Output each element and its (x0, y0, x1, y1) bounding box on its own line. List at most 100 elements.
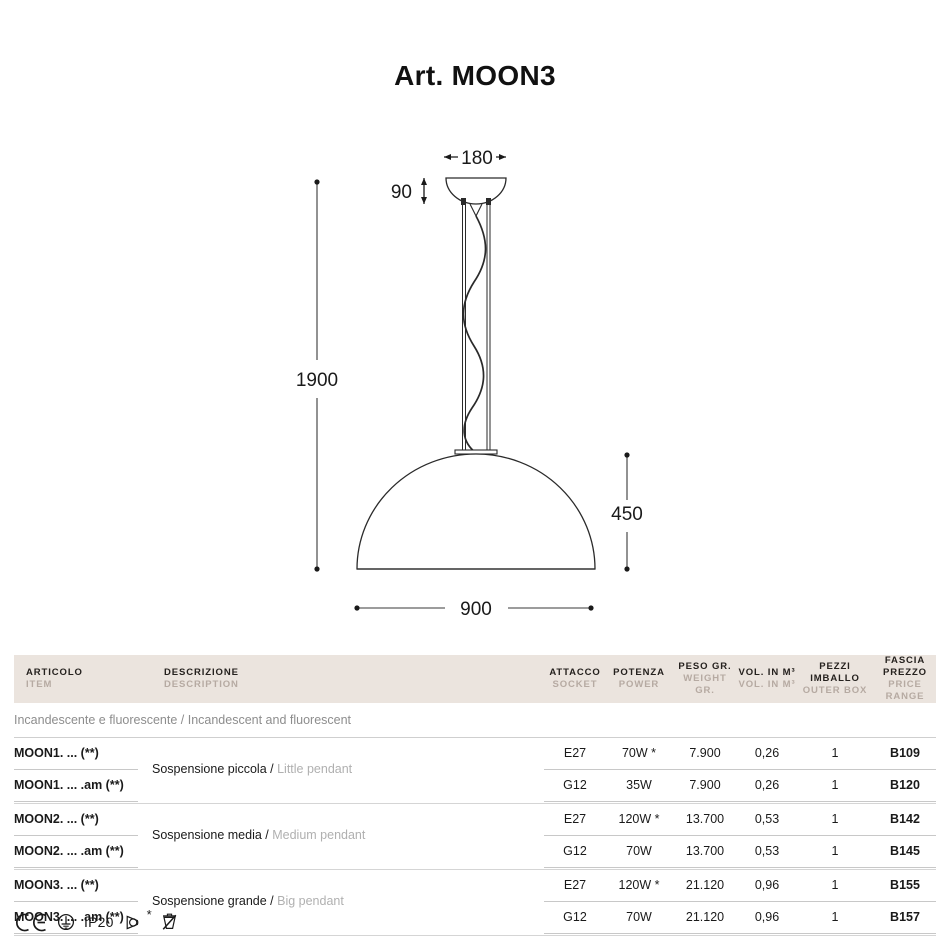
cell-article: MOON3. ... (**) (14, 869, 138, 902)
header-prezzo-en: PRICE RANGE (885, 678, 925, 702)
description-en: Little pendant (277, 762, 353, 777)
table-header-row: ARTICOLO ITEM DESCRIZIONE DESCRIPTION AT… (14, 655, 936, 703)
cell-power: 70W (606, 901, 672, 934)
header-articolo: ARTICOLO ITEM (14, 655, 138, 703)
earth-ground-icon (57, 913, 75, 932)
header-prezzo-it: FASCIA PREZZO (883, 655, 927, 678)
cell-weight: 21.120 (672, 869, 738, 902)
cell-gap (138, 737, 152, 769)
cell-volume: 0,53 (738, 803, 796, 836)
cell-price-range: B109 (874, 737, 936, 770)
cell-description: Sospensione media / Medium pendant (152, 803, 544, 867)
cell-description: Sospensione piccola / Little pendant (152, 737, 544, 801)
suspension-cables (462, 204, 491, 454)
section-label: Incandescente e fluorescente / Incandesc… (14, 702, 936, 738)
cell-article: MOON1. ... (**) (14, 737, 138, 770)
cell-power: 35W (606, 769, 672, 802)
cell-weight: 7.900 (672, 769, 738, 802)
dimension-label-90: 90 (391, 182, 412, 203)
header-descrizione-en: DESCRIPTION (164, 678, 239, 690)
group-divider (14, 867, 936, 870)
header-volume-it: VOL. IN M³ (738, 666, 796, 678)
cell-power: 70W * (606, 737, 672, 770)
header-spacer (138, 655, 152, 703)
table-section-row: Incandescente e fluorescente / Incandesc… (14, 702, 936, 738)
table-group-underline (14, 867, 936, 870)
table-row: MOON1. ... .am (**) G12 35W 7.900 0,26 1… (14, 769, 936, 802)
group-divider (14, 933, 936, 936)
header-attacco-it: ATTACCO (549, 666, 601, 678)
cell-power: 120W * (606, 803, 672, 836)
table-row: MOON2. ... .am (**) G12 70W 13.700 0,53 … (14, 835, 936, 868)
ceiling-canopy (445, 177, 507, 218)
cell-price-range: B142 (874, 803, 936, 836)
header-potenza-it: POTENZA (613, 666, 665, 678)
dimension-total-height: 1900 (296, 179, 338, 572)
cell-outer-box: 1 (796, 869, 874, 902)
cell-volume: 0,26 (738, 737, 796, 770)
cell-socket: G12 (544, 769, 606, 802)
description-en: Big pendant (277, 894, 344, 909)
header-imballo: PEZZI IMBALLO OUTER BOX (796, 655, 874, 703)
header-potenza-en: POWER (618, 678, 660, 690)
header-attacco: ATTACCO SOCKET (544, 655, 606, 703)
ce-icon (14, 913, 48, 932)
cell-price-range: B155 (874, 869, 936, 902)
cell-outer-box: 1 (796, 737, 874, 770)
header-descrizione: DESCRIZIONE DESCRIPTION (152, 655, 544, 703)
ip20-label: IP20 (84, 914, 114, 930)
table-row: MOON1. ... (**) Sospensione piccola / Li… (14, 737, 936, 776)
table-group-underline (14, 801, 936, 804)
reflector-lamp-icon (123, 913, 142, 932)
description-en: Medium pendant (272, 828, 366, 843)
cell-outer-box: 1 (796, 803, 874, 836)
cell-power: 120W * (606, 869, 672, 902)
cell-outer-box: 1 (796, 901, 874, 934)
header-peso-it: PESO GR. (678, 660, 732, 672)
header-peso-en: WEIGHT GR. (683, 672, 727, 696)
cell-price-range: B145 (874, 835, 936, 868)
cell-volume: 0,96 (738, 869, 796, 902)
asterisk-mark: * (146, 907, 152, 922)
description-it: Sospensione media / (152, 828, 269, 843)
page-title: Art. MOON3 (394, 60, 556, 91)
header-potenza: POTENZA POWER (606, 655, 672, 703)
cell-gap (138, 803, 152, 835)
cell-weight: 21.120 (672, 901, 738, 934)
cell-gap (138, 835, 152, 867)
specification-table: ARTICOLO ITEM DESCRIZIONE DESCRIPTION AT… (14, 655, 936, 936)
dimension-shade-width: 900 (354, 599, 594, 620)
header-articolo-it: ARTICOLO (26, 666, 83, 678)
cell-weight: 13.700 (672, 803, 738, 836)
header-descrizione-it: DESCRIZIONE (164, 666, 239, 678)
header-peso: PESO GR. WEIGHT GR. (672, 655, 738, 703)
cell-weight: 13.700 (672, 835, 738, 868)
cell-gap (138, 769, 152, 801)
cell-weight: 7.900 (672, 737, 738, 770)
cell-volume: 0,96 (738, 901, 796, 934)
group-divider (14, 801, 936, 804)
description-it: Sospensione grande / (152, 894, 274, 909)
cell-outer-box: 1 (796, 835, 874, 868)
dimension-label-180: 180 (461, 148, 493, 169)
cell-volume: 0,26 (738, 769, 796, 802)
header-attacco-en: SOCKET (552, 678, 598, 690)
table-group-underline (14, 933, 936, 936)
dimension-canopy-width: 180 (444, 145, 506, 169)
cell-article: MOON2. ... .am (**) (14, 835, 138, 868)
cell-price-range: B157 (874, 901, 936, 934)
lamp-shade-dome (356, 449, 596, 570)
header-volume-en: VOL. IN M³ (738, 678, 796, 690)
cell-socket: G12 (544, 835, 606, 868)
cell-gap (138, 869, 152, 901)
dimension-canopy-height: 90 (391, 178, 427, 204)
header-imballo-en: OUTER BOX (802, 684, 868, 696)
dimension-label-1900: 1900 (296, 370, 338, 391)
dimension-shade-height: 450 (611, 452, 643, 572)
header-prezzo: FASCIA PREZZO PRICE RANGE (874, 655, 936, 703)
header-articolo-en: ITEM (26, 678, 53, 690)
table-row: MOON3. ... (**) Sospensione grande / Big… (14, 869, 936, 908)
header-imballo-it: PEZZI IMBALLO (810, 660, 860, 684)
dimension-label-450: 450 (611, 504, 643, 525)
dimension-label-900: 900 (460, 599, 492, 620)
